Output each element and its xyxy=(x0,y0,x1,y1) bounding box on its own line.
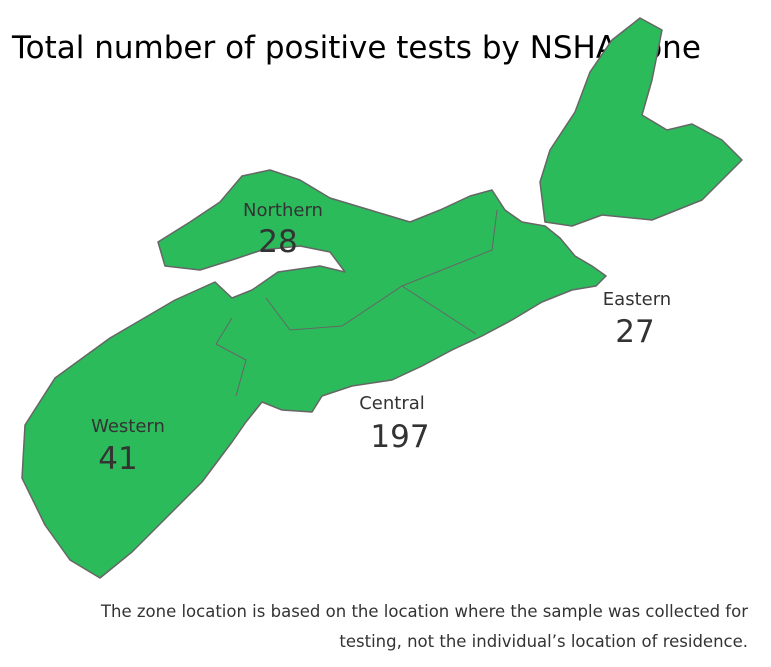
zone-value: 28 xyxy=(258,224,297,260)
zone-border xyxy=(401,285,477,335)
note-line: The zone location is based on the locati… xyxy=(100,602,748,621)
zone-border xyxy=(215,317,247,397)
zone-value: 27 xyxy=(615,314,654,350)
note-line: testing, not the individual’s location o… xyxy=(339,632,748,651)
zone-name: Western xyxy=(91,416,165,437)
zone-value: 197 xyxy=(370,419,429,455)
map-title: Total number of positive tests by NSHA z… xyxy=(11,30,701,66)
mainland xyxy=(21,169,607,579)
zone-borders xyxy=(215,209,498,397)
province-shape xyxy=(21,17,743,579)
zone-border xyxy=(265,209,498,331)
zone-name: Central xyxy=(359,393,425,414)
zone-name: Northern xyxy=(243,200,323,221)
cape-breton xyxy=(539,17,743,227)
zone-name: Eastern xyxy=(603,289,671,310)
zone-value: 41 xyxy=(98,441,137,477)
